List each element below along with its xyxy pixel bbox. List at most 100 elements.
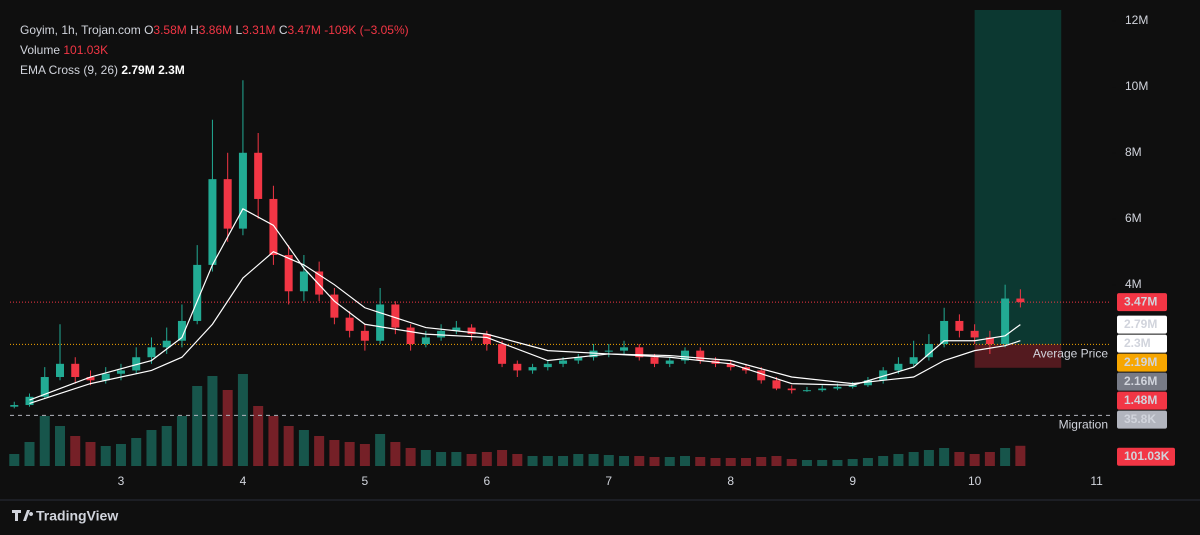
candle-body xyxy=(56,363,64,378)
volume-bar xyxy=(619,456,630,466)
volume-bar xyxy=(634,456,645,466)
candle-body xyxy=(391,304,400,328)
volume-bar xyxy=(878,456,889,466)
volume-bar xyxy=(893,454,904,466)
candle-body xyxy=(772,380,781,389)
price-line-label: Average Price xyxy=(1033,347,1108,361)
plot-area xyxy=(9,10,1110,466)
volume-bar xyxy=(115,444,126,466)
brand-logo xyxy=(12,510,34,521)
volume-bar xyxy=(740,458,751,466)
candle-body xyxy=(71,363,80,378)
volume-bar xyxy=(573,454,584,466)
candle-body xyxy=(269,198,278,256)
price-label-box xyxy=(1117,353,1167,372)
candle-body xyxy=(223,179,232,229)
candle-body xyxy=(696,350,705,361)
volume-bar xyxy=(436,452,447,466)
volume-bar xyxy=(771,456,782,466)
volume-bar xyxy=(9,454,20,466)
volume-bar xyxy=(253,406,264,466)
y-tick-label: 6M xyxy=(1125,211,1142,225)
candle-body xyxy=(879,370,888,381)
volume-bar xyxy=(817,460,828,466)
candle-body xyxy=(650,357,659,364)
volume-bar xyxy=(314,436,325,466)
volume-bar xyxy=(954,452,965,466)
candle-body xyxy=(482,334,491,345)
price-label: 2.3M xyxy=(1124,336,1151,350)
candle-body xyxy=(40,377,49,397)
volume-bar xyxy=(405,448,416,466)
volume-bar xyxy=(390,442,401,466)
price-label: 35.8K xyxy=(1124,412,1156,426)
candle-body xyxy=(376,304,385,341)
x-tick-label: 10 xyxy=(968,474,982,488)
y-tick-label: 8M xyxy=(1125,145,1142,159)
volume-bar xyxy=(268,416,279,466)
candle-body xyxy=(726,363,735,368)
candle-body xyxy=(787,388,796,391)
volume-bar xyxy=(680,456,690,466)
price-label-box xyxy=(1117,334,1167,353)
candle-body xyxy=(208,179,217,265)
stop-zone xyxy=(974,344,1062,368)
candle-body xyxy=(635,347,644,358)
volume-bar xyxy=(222,390,233,466)
volume-bar xyxy=(131,438,142,466)
volume-bar xyxy=(1000,448,1011,466)
volume-bar xyxy=(70,436,81,466)
volume-bar xyxy=(710,458,721,466)
candle-body xyxy=(665,360,674,364)
volume-bar xyxy=(801,460,812,466)
volume-bar xyxy=(603,455,614,466)
volume-bar xyxy=(329,440,340,466)
volume-bar xyxy=(375,434,386,466)
price-label: 3.47M xyxy=(1124,294,1157,308)
candle-body xyxy=(955,320,964,331)
candle-body xyxy=(467,327,476,335)
candle-body xyxy=(25,396,34,406)
volume-bar xyxy=(85,442,96,466)
candle-body xyxy=(437,330,446,338)
price-label-box xyxy=(1117,372,1167,391)
candle-body xyxy=(162,340,171,348)
candle-body xyxy=(452,327,461,331)
volume-bar xyxy=(161,426,172,466)
candle-body xyxy=(1001,298,1010,345)
x-tick-label: 6 xyxy=(483,474,490,488)
volume-bar xyxy=(512,454,523,466)
volume-bar xyxy=(359,444,370,466)
candle-body xyxy=(528,367,537,371)
x-tick-label: 9 xyxy=(849,474,856,488)
candle-body xyxy=(116,370,125,374)
volume-bar xyxy=(420,450,431,466)
volume-bar xyxy=(146,430,157,466)
candle-body xyxy=(848,385,857,387)
volume-bar xyxy=(176,416,187,466)
ohlc-key: L xyxy=(235,23,243,37)
background xyxy=(0,0,1200,500)
volume-bar xyxy=(497,450,508,466)
candle-body xyxy=(589,350,598,358)
candle-body xyxy=(345,317,354,331)
y-tick-label: 4M xyxy=(1125,277,1142,291)
candle-body xyxy=(299,271,308,292)
volume-bar xyxy=(725,458,736,466)
ohlc-key: C xyxy=(278,23,288,37)
volume-bar xyxy=(786,459,797,466)
volume-bar xyxy=(664,457,675,466)
price-label-box xyxy=(1117,391,1167,410)
candle-body xyxy=(10,405,19,407)
candle-body xyxy=(757,370,766,381)
y-tick-label: 10M xyxy=(1125,79,1148,93)
volume-bar xyxy=(847,459,858,466)
volume-bar xyxy=(39,416,50,466)
volume-bar xyxy=(344,442,355,466)
price-label-box xyxy=(1117,410,1167,429)
symbol: Goyim, 1h, Trojan.com xyxy=(20,23,141,37)
candle-body xyxy=(833,386,842,389)
candle-body xyxy=(681,350,689,361)
candle-body xyxy=(406,327,415,345)
